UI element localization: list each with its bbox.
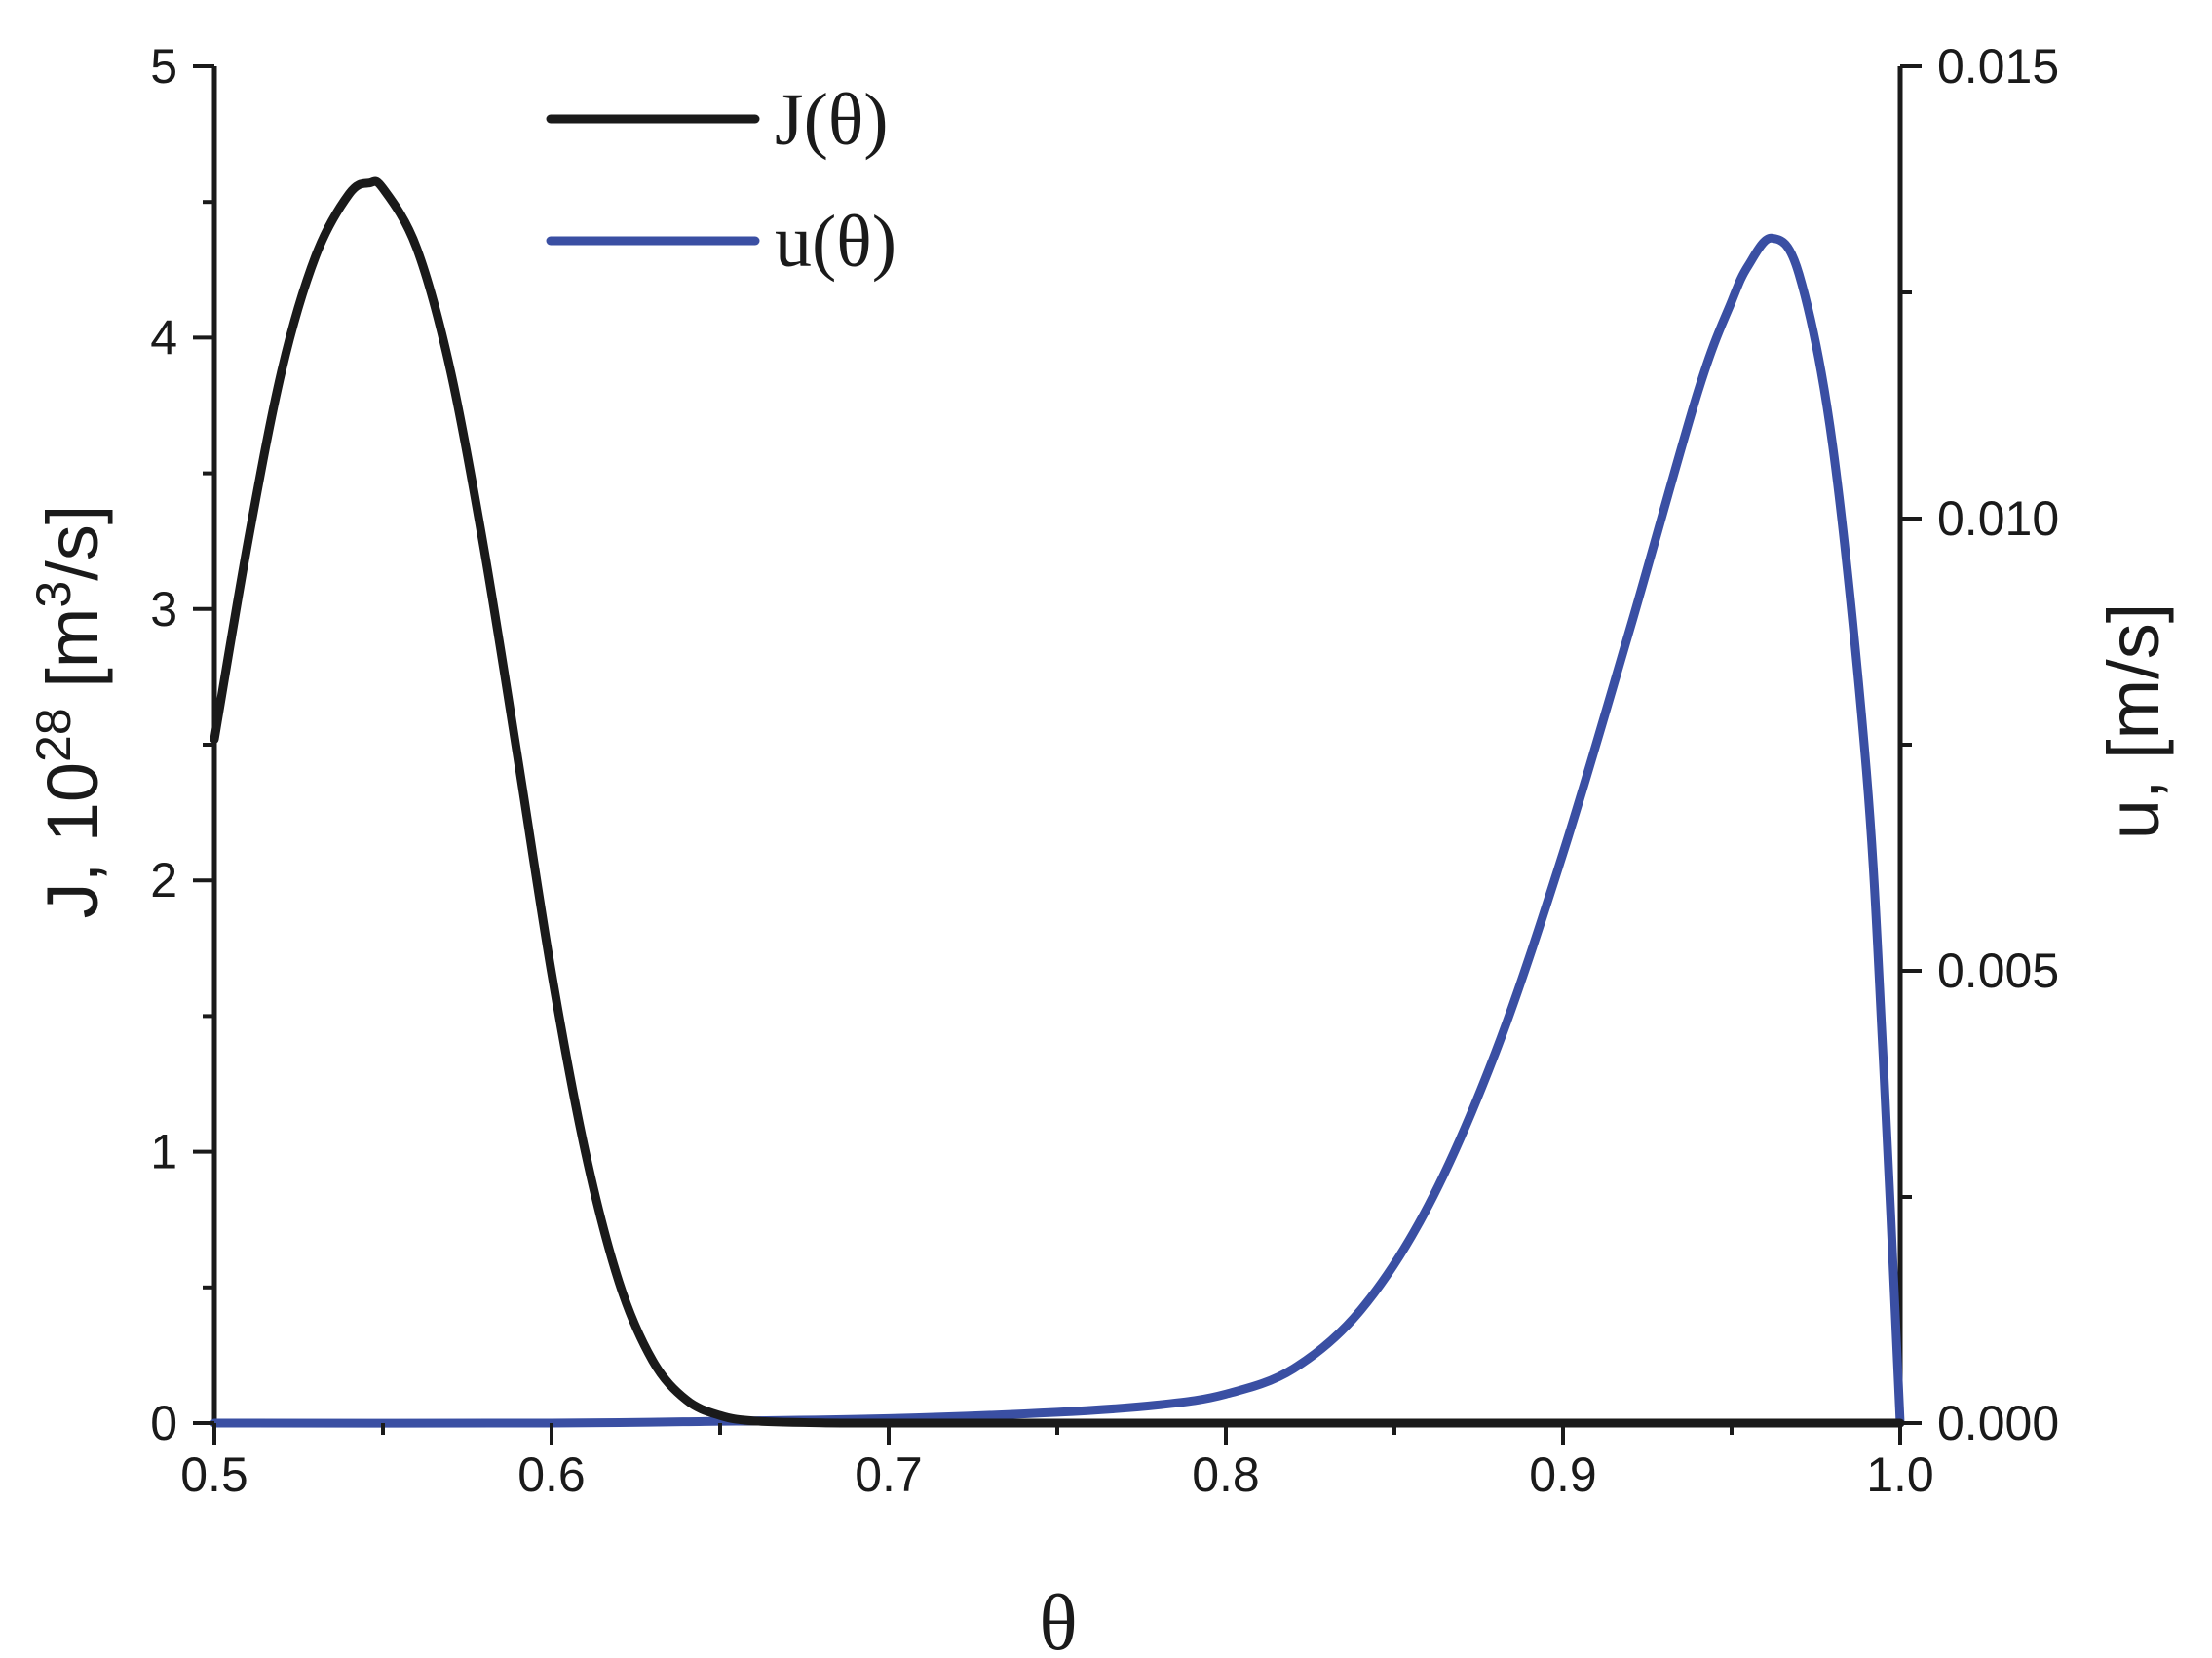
y-left-title-exp: 28	[26, 708, 81, 762]
y-left-title-unit-open: [m	[32, 608, 113, 709]
legend-label-u: u(θ)	[775, 201, 896, 283]
x-tick-label: 0.6	[517, 1447, 586, 1502]
y-right-tick-label: 0.005	[1937, 944, 2059, 998]
svg-text:u, [m/s]: u, [m/s]	[2093, 603, 2174, 840]
y-left-tick-label: 4	[150, 310, 177, 365]
x-tick-label: 1.0	[1866, 1447, 1934, 1502]
y-axis-right-title: u, [m/s]	[2093, 603, 2174, 840]
y-left-tick-label: 2	[150, 853, 177, 907]
series-layer	[210, 176, 1905, 1428]
legend-label-j: J(θ)	[775, 79, 889, 161]
series-j-line	[210, 176, 1905, 1428]
y-left-tick-label: 5	[150, 39, 177, 94]
svg-text:J, 1028 [m3/s]: J, 1028 [m3/s]	[26, 505, 113, 919]
y-axis-left-title: J, 1028 [m3/s]	[26, 505, 113, 919]
y-right-tick-label: 0.015	[1937, 39, 2059, 94]
y-left-tick-label: 0	[150, 1396, 177, 1450]
y-left-title-unit-exp: 3	[26, 581, 81, 608]
x-tick-label: 0.5	[180, 1447, 248, 1502]
x-tick-label: 0.8	[1192, 1447, 1260, 1502]
x-axis-title: θ	[1039, 1578, 1077, 1658]
y-left-tick-label: 1	[150, 1125, 177, 1179]
series-u-line	[210, 233, 1905, 1428]
legend: J(θ) u(θ)	[546, 79, 896, 283]
tick-layer	[193, 64, 1922, 1445]
y-left-title-unit-close: /s]	[32, 505, 113, 581]
x-tick-label: 0.7	[855, 1447, 923, 1502]
label-layer: 0.5 0.6 0.7 0.8 0.9 1.0 0 1 2 3 4 5 0.000 0.005 0.010 0…	[150, 39, 2059, 1502]
y-left-title-main: J, 10	[32, 762, 113, 918]
y-left-tick-label: 3	[150, 582, 177, 636]
x-tick-label: 0.9	[1529, 1447, 1597, 1502]
plot-frame	[211, 66, 1903, 1426]
y-right-tick-label: 0.010	[1937, 491, 2059, 546]
y-right-tick-label: 0.000	[1937, 1396, 2059, 1450]
